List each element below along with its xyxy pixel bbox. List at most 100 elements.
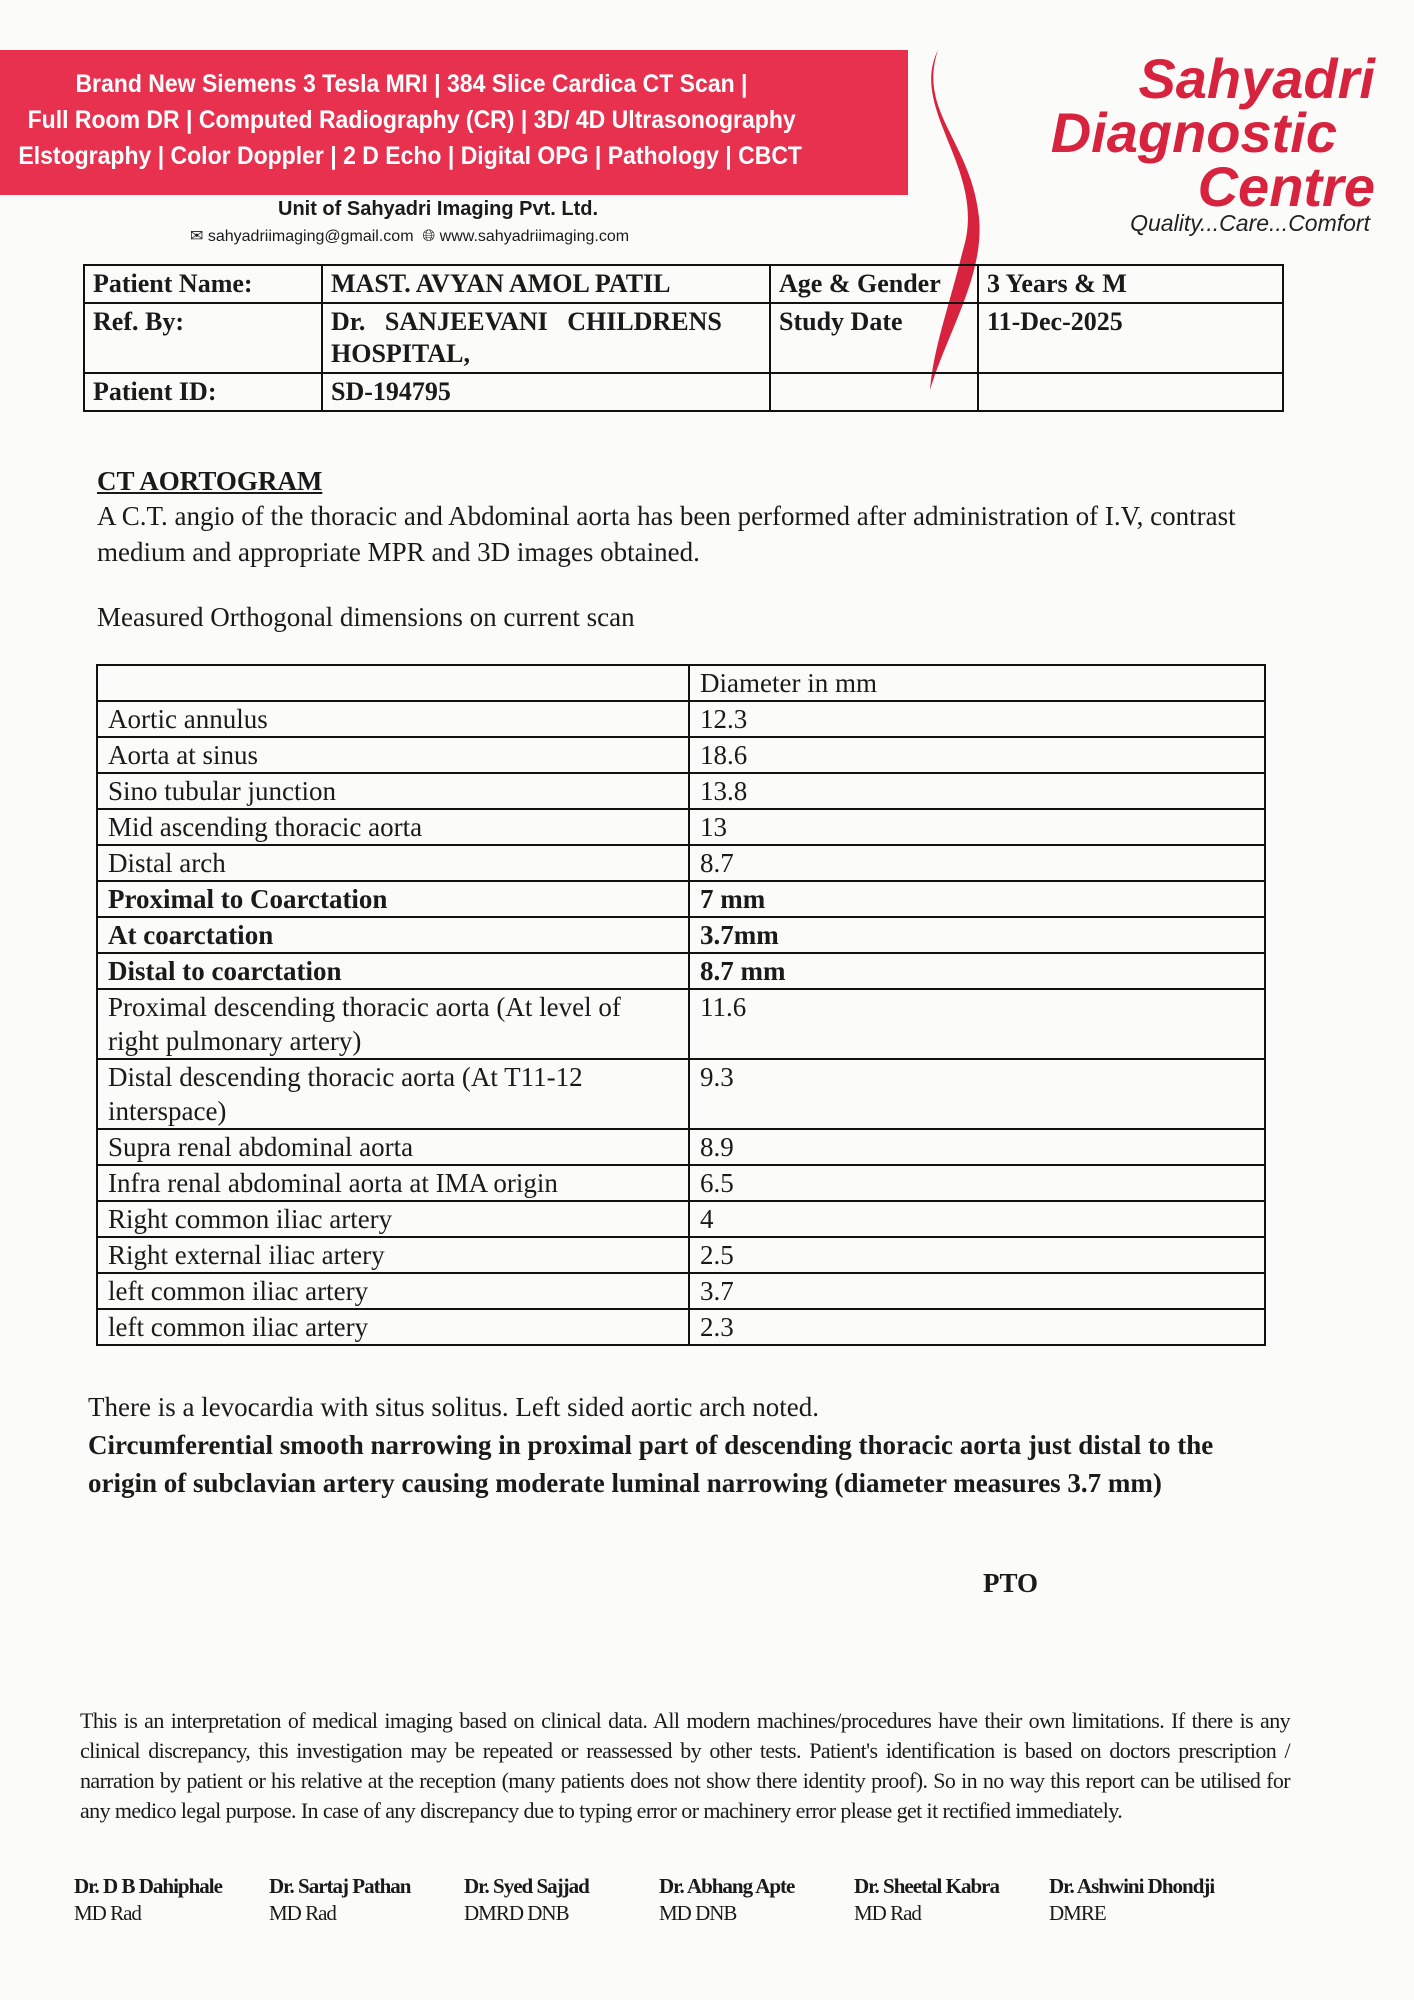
site-cell: Sino tubular junction — [96, 772, 690, 810]
study-date: 11-Dec-2025 — [977, 302, 1284, 374]
patient-name-label: Patient Name: — [83, 264, 323, 304]
finding-situs: There is a levocardia with situs solitus… — [88, 1392, 820, 1422]
diameter-cell: 13.8 — [688, 772, 1266, 810]
measured-heading: Measured Orthogonal dimensions on curren… — [97, 602, 635, 632]
site-cell: Right common iliac artery — [96, 1200, 690, 1238]
patient-info-table: Patient Name: MAST. AVYAN AMOL PATIL Age… — [83, 264, 1284, 412]
logo-line: Centre — [1197, 155, 1375, 218]
study-date-label: Study Date — [769, 302, 979, 374]
diameter-cell: 18.6 — [688, 736, 1266, 774]
tagline: Quality...Care...Comfort — [1130, 210, 1370, 236]
clinic-logo: Sahyadri Diagnostic Centre — [1005, 47, 1375, 218]
diameter-cell: 2.3 — [688, 1308, 1266, 1346]
table-row: left common iliac artery 2.3 — [96, 1308, 1266, 1346]
contact-info: ✉ sahyadriimaging@gmail.com 🌐︎ www.sahya… — [190, 226, 629, 246]
company-unit: Unit of Sahyadri Imaging Pvt. Ltd. — [278, 198, 599, 220]
empty-header-cell — [96, 664, 690, 702]
logo-line: Sahyadri — [1138, 47, 1375, 110]
table-row: Sino tubular junction 13.8 — [96, 772, 1266, 810]
diameter-cell: 11.6 — [688, 988, 1266, 1060]
table-row: Proximal descending thoracic aorta (At l… — [96, 988, 1266, 1060]
diameter-cell: 8.9 — [688, 1128, 1266, 1166]
ref-by: Dr. SANJEEVANI CHILDRENS HOSPITAL, — [321, 302, 771, 374]
table-row: Mid ascending thoracic aorta 13 — [96, 808, 1266, 846]
doctor: Dr. D B Dahiphale MD Rad — [74, 1874, 269, 1926]
empty-cell — [769, 372, 979, 412]
diameter-cell: 2.5 — [688, 1236, 1266, 1274]
diameter-cell: 4 — [688, 1200, 1266, 1238]
doctor: Dr. Syed Sajjad DMRD DNB — [464, 1874, 659, 1926]
diameter-cell: 8.7 mm — [688, 952, 1266, 990]
table-row: Right external iliac artery 2.5 — [96, 1236, 1266, 1274]
finding-coarctation: Circumferential smooth narrowing in prox… — [88, 1430, 1214, 1498]
table-row: Distal to coarctation 8.7 mm — [96, 952, 1266, 990]
patient-id: SD-194795 — [321, 372, 771, 412]
site-cell: Distal descending thoracic aorta (At T11… — [96, 1058, 690, 1130]
doctor-degree: MD Rad — [854, 1901, 922, 1925]
banner-line: Full Room DR | Computed Radiography (CR)… — [27, 106, 796, 134]
doctor: Dr. Sheetal Kabra MD Rad — [854, 1874, 1049, 1926]
site-cell: Proximal to Coarctation — [96, 880, 690, 918]
banner-line: Elstography | Color Doppler | 2 D Echo |… — [18, 142, 802, 170]
website[interactable]: www.sahyadriimaging.com — [439, 228, 630, 245]
doctor-degree: MD DNB — [659, 1901, 737, 1925]
table-row: Infra renal abdominal aorta at IMA origi… — [96, 1164, 1266, 1202]
globe-icon: 🌐︎ — [422, 228, 436, 245]
site-cell: Supra renal abdominal aorta — [96, 1128, 690, 1166]
table-row: Distal descending thoracic aorta (At T11… — [96, 1058, 1266, 1130]
diameter-cell: 3.7 — [688, 1272, 1266, 1310]
table-row: left common iliac artery 3.7 — [96, 1272, 1266, 1310]
diameter-cell: 13 — [688, 808, 1266, 846]
table-row: At coarctation 3.7mm — [96, 916, 1266, 954]
site-cell: Distal arch — [96, 844, 690, 882]
diameter-cell: 6.5 — [688, 1164, 1266, 1202]
doctor-name: Dr. Sheetal Kabra — [854, 1874, 1000, 1898]
doctor-degree: DMRD DNB — [464, 1901, 570, 1925]
diameter-cell: 7 mm — [688, 880, 1266, 918]
site-cell: Proximal descending thoracic aorta (At l… — [96, 988, 690, 1060]
site-cell: Mid ascending thoracic aorta — [96, 808, 690, 846]
site-cell: Infra renal abdominal aorta at IMA origi… — [96, 1164, 690, 1202]
doctor-name: Dr. Abhang Apte — [659, 1874, 795, 1898]
email[interactable]: sahyadriimaging@gmail.com — [207, 228, 414, 245]
doctor: Dr. Abhang Apte MD DNB — [659, 1874, 854, 1926]
table-row: Distal arch 8.7 — [96, 844, 1266, 882]
site-cell: Distal to coarctation — [96, 952, 690, 990]
doctor-name: Dr. Sartaj Pathan — [269, 1874, 411, 1898]
site-cell: Right external iliac artery — [96, 1236, 690, 1274]
logo-line: Diagnostic — [1050, 101, 1337, 164]
diameter-cell: 9.3 — [688, 1058, 1266, 1130]
patient-id-label: Patient ID: — [83, 372, 323, 412]
diameter-header: Diameter in mm — [688, 664, 1266, 702]
doctor-degree: MD Rad — [74, 1901, 142, 1925]
doctor-name: Dr. D B Dahiphale — [74, 1874, 223, 1898]
table-row: Aortic annulus 12.3 — [96, 700, 1266, 738]
pto-label: PTO — [983, 1568, 1039, 1598]
table-row: Supra renal abdominal aorta 8.9 — [96, 1128, 1266, 1166]
services-banner: Brand New Siemens 3 Tesla MRI | 384 Slic… — [0, 50, 908, 195]
report-title: CT AORTOGRAM — [97, 466, 323, 496]
doctor-name: Dr. Ashwini Dhondji — [1049, 1874, 1215, 1898]
doctor-signatures: Dr. D B Dahiphale MD Rad Dr. Sartaj Pathan… — [74, 1874, 1294, 1926]
doctor-name: Dr. Syed Sajjad — [464, 1874, 590, 1898]
site-cell: left common iliac artery — [96, 1308, 690, 1346]
patient-name: MAST. AVYAN AMOL PATIL — [321, 264, 771, 304]
disclaimer: This is an interpretation of medical ima… — [80, 1708, 1291, 1823]
site-cell: At coarctation — [96, 916, 690, 954]
doctor-degree: DMRE — [1049, 1901, 1107, 1925]
report-intro: A C.T. angio of the thoracic and Abdomin… — [97, 501, 1236, 567]
table-header-row: Diameter in mm — [96, 664, 1266, 702]
diameter-cell: 12.3 — [688, 700, 1266, 738]
findings: There is a levocardia with situs solitus… — [88, 1388, 1288, 1502]
doctor: Dr. Ashwini Dhondji DMRE — [1049, 1874, 1244, 1926]
mail-icon: ✉ — [190, 228, 204, 245]
table-row: Proximal to Coarctation 7 mm — [96, 880, 1266, 918]
diameter-cell: 3.7mm — [688, 916, 1266, 954]
diameter-cell: 8.7 — [688, 844, 1266, 882]
empty-cell — [977, 372, 1284, 412]
ref-label: Ref. By: — [83, 302, 323, 374]
table-row: Right common iliac artery 4 — [96, 1200, 1266, 1238]
site-cell: left common iliac artery — [96, 1272, 690, 1310]
age-label: Age & Gender — [769, 264, 979, 304]
age-gender: 3 Years & M — [977, 264, 1284, 304]
